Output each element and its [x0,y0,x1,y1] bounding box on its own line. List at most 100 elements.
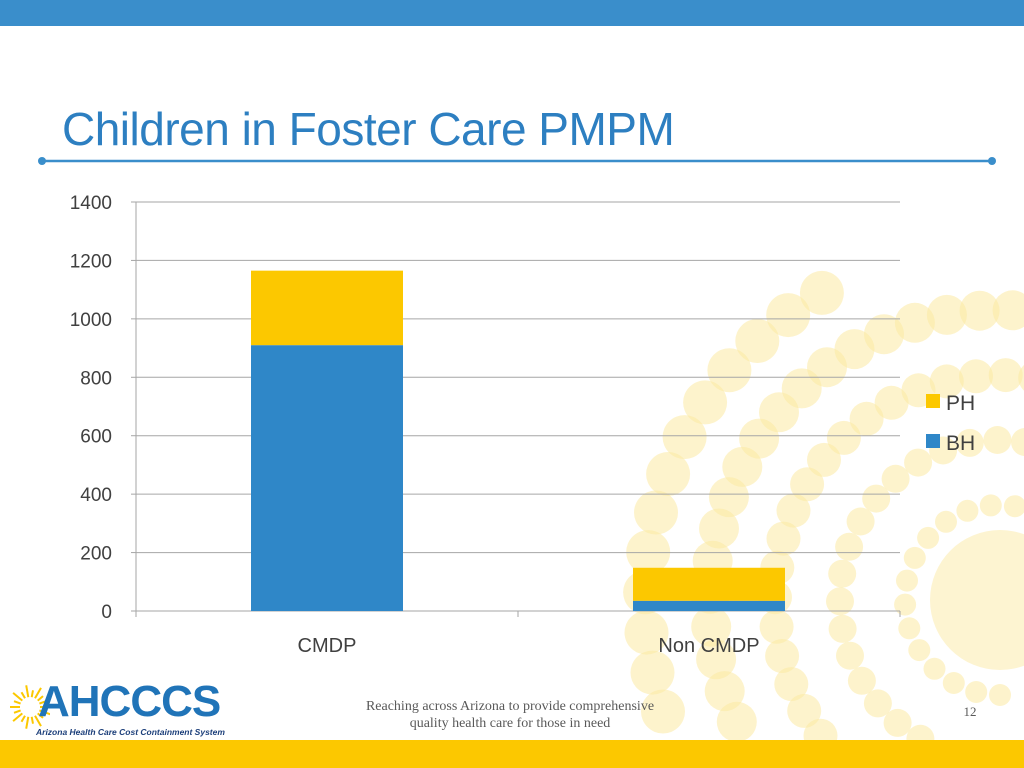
decor-dot [836,641,864,670]
decor-dot [799,270,844,315]
logo-ray [20,691,26,699]
decor-dot [955,428,984,457]
decor-dot [646,452,691,496]
logo-ray [13,700,21,705]
decor-dot [874,385,909,420]
decor-dot [881,464,910,493]
logo-ray [12,712,23,722]
x-category-label: Non CMDP [658,635,759,657]
logo-ray [13,709,21,714]
decor-dot [835,532,864,561]
decor-sun [930,530,1024,670]
legend-label-ph: PH [946,392,975,415]
decor-dot [942,672,965,694]
decor-dot [766,521,801,556]
decor-dot [926,294,967,335]
sunburst-logo-icon [10,685,50,729]
decor-dot [707,348,752,393]
decor-dot [630,650,675,695]
decor-dot [691,606,732,647]
decor-dot [904,448,933,477]
logo-ray [25,716,30,729]
logo-tagline: Arizona Health Care Cost Containment Sys… [36,727,225,737]
decor-dot [708,477,749,518]
decor-dot [774,667,809,702]
decor-dot [696,639,737,680]
decor-dot [929,364,964,399]
decor-dot [988,358,1023,393]
y-tick-label: 1200 [70,251,112,272]
logo-ray [37,695,44,702]
decor-dot [894,302,935,343]
decor-dot [847,666,876,695]
decor-dot [903,546,926,569]
decor-dot [790,467,825,502]
decor-dot [704,671,745,712]
decor-dot [834,329,875,370]
logo-ray [37,712,44,719]
logo-ray [34,687,42,699]
decor-dot [765,639,800,673]
y-tick-label: 1400 [70,193,112,214]
slide-title: Children in Foster Care PMPM [62,103,675,155]
decor-dot [716,701,757,742]
decor-dot [828,614,857,643]
bottom-accent-bar [0,740,1024,768]
decor-dot [959,290,1000,331]
footer-line-1: Reaching across Arizona to provide compr… [365,699,655,714]
decor-dot [849,401,884,436]
y-tick-label: 600 [80,427,112,448]
decor-dot [923,657,946,680]
legend-label-bh: BH [946,432,975,455]
decor-dot [624,610,669,655]
decor-dot [1018,365,1024,391]
decor-dot [898,617,921,640]
logo-ray [30,690,34,698]
decor-dot [989,684,1011,706]
decor-dot [826,587,854,616]
logo-ray [30,716,34,724]
bar-ph-non-cmdp [633,567,785,601]
y-tick-label: 800 [80,368,112,389]
decor-dot [863,689,892,718]
page-number: 12 [963,704,977,719]
y-tick-label: 200 [80,544,112,565]
ahcccs-logo: AHCCCS Arizona Health Care Cost Containm… [10,672,250,742]
decor-dot [935,510,957,533]
decor-dot [979,494,1002,517]
decor-dot [908,639,931,662]
footer-tagline: Reaching across Arizona to provide compr… [330,698,690,732]
decor-dot [776,493,811,528]
decor-dot [699,508,739,549]
decor-dot [862,484,891,513]
decor-dot [917,526,940,549]
y-tick-label: 1000 [70,310,112,331]
decor-dot [828,559,857,588]
decor-dot [735,319,780,363]
logo-ray [39,698,50,705]
title-underline [38,157,996,165]
legend-swatch-ph [926,394,940,408]
decor-dot [641,689,685,734]
decor-dot [1003,495,1024,518]
decor-dot [959,359,993,394]
decor-dot [956,499,979,522]
decor-dot [992,290,1024,331]
decor-dot [894,593,917,616]
decor-dot [1011,428,1024,456]
decor-dot [864,314,904,355]
bar-ph-cmdp [251,270,403,346]
decor-dot [634,490,678,535]
decor-dot [896,569,918,592]
decor-dot [983,426,1012,454]
top-accent-bar [0,0,1024,26]
logo-ray [34,715,42,727]
bar-bh-cmdp [251,345,403,611]
legend-swatch-bh [926,434,940,448]
bar-bh-non-cmdp [633,600,785,611]
decor-dot [807,442,841,477]
y-tick-label: 0 [101,602,112,623]
logo-ray [39,709,50,716]
logo-ray [25,685,30,698]
decor-dot [683,380,728,425]
